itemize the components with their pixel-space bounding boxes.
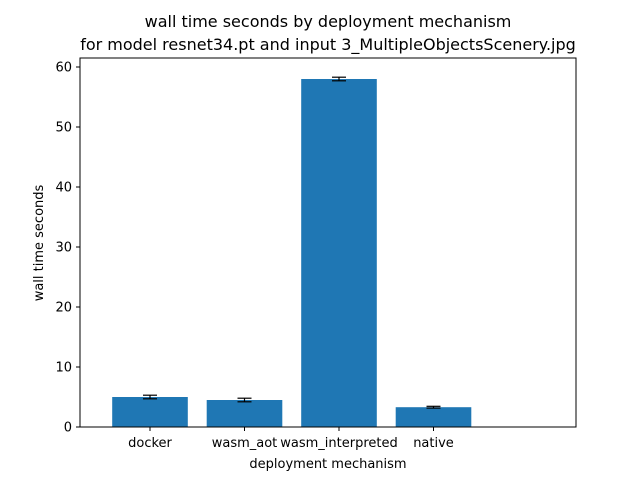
y-tick-label: 10 (55, 361, 72, 376)
y-tick-label: 40 (55, 181, 72, 196)
y-tick-label: 50 (55, 121, 72, 136)
x-tick-label: native (413, 436, 454, 451)
error-bar-wasm_aot (237, 397, 252, 403)
bar-wasm_interpreted (301, 79, 377, 427)
plot-frame (79, 57, 577, 428)
y-axis-label: wall time seconds (32, 184, 47, 301)
error-bar-wasm_interpreted (332, 76, 346, 82)
x-tick-label: wasm_aot (212, 436, 278, 451)
y-tick-label: 0 (64, 421, 72, 436)
error-bar-docker (143, 394, 157, 400)
error-bars-group (143, 76, 441, 409)
chart-title: wall time seconds by deployment mechanis… (145, 12, 512, 31)
y-axis: 0 10 20 30 40 50 60 (55, 61, 80, 436)
x-tick-label: wasm_interpreted (280, 436, 397, 451)
x-axis: docker wasm_aot wasm_interpreted native (128, 427, 454, 451)
y-tick-label: 20 (55, 301, 72, 316)
bar-wasm_aot (206, 400, 283, 427)
y-tick-label: 60 (55, 61, 72, 76)
bar-native (395, 407, 472, 427)
x-tick-label: docker (128, 436, 172, 451)
chart-subtitle: for model resnet34.pt and input 3_Multip… (80, 35, 576, 55)
x-axis-label: deployment mechanism (249, 457, 406, 472)
bars-group (112, 79, 472, 427)
y-tick-label: 30 (55, 241, 72, 256)
bar-docker (112, 397, 188, 427)
error-bar-native (426, 405, 441, 409)
